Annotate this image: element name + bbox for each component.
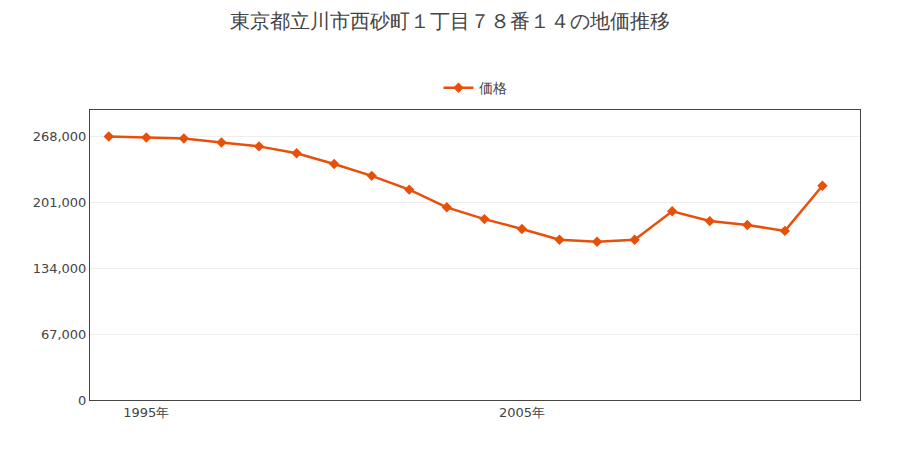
svg-text:134,000: 134,000 — [33, 261, 87, 276]
svg-text:0: 0 — [78, 393, 86, 408]
svg-text:268,000: 268,000 — [33, 129, 87, 144]
svg-text:67,000: 67,000 — [41, 327, 87, 342]
svg-text:201,000: 201,000 — [33, 195, 87, 210]
svg-text:東京都立川市西砂町１丁目７８番１４の地価推移: 東京都立川市西砂町１丁目７８番１４の地価推移 — [230, 9, 670, 33]
svg-text:2005年: 2005年 — [499, 405, 545, 420]
svg-text:価格: 価格 — [479, 80, 507, 96]
svg-text:1995年: 1995年 — [123, 405, 169, 420]
